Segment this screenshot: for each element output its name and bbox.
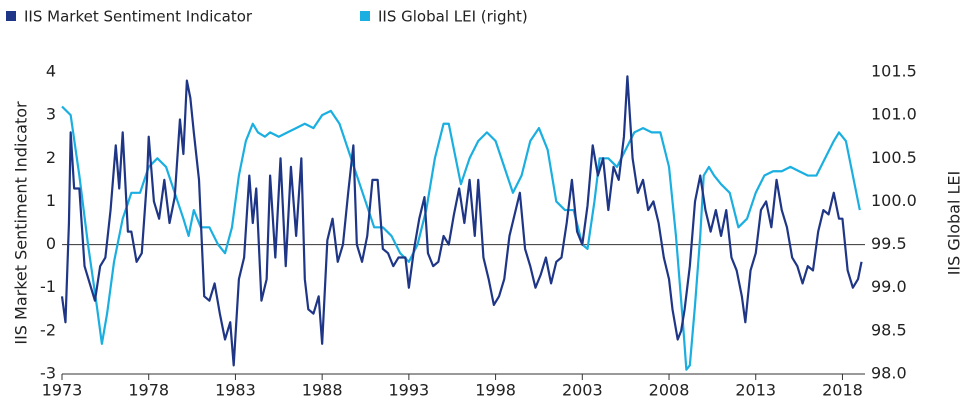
legend-label: IIS Market Sentiment Indicator bbox=[24, 8, 253, 26]
series-line bbox=[61, 105, 861, 371]
y2-axis-title: IIS Global LEI bbox=[945, 171, 964, 276]
y2-tick-label: 99.0 bbox=[871, 277, 907, 296]
series-line bbox=[60, 75, 863, 367]
y-tick-label: 3 bbox=[46, 105, 56, 124]
y-tick-label: 1 bbox=[46, 191, 56, 210]
y2-tick-label: 101.0 bbox=[871, 105, 917, 124]
y-tick-label: -3 bbox=[40, 364, 56, 383]
x-tick-label: 1978 bbox=[128, 381, 169, 400]
y-tick-label: 0 bbox=[46, 234, 56, 253]
y-axis-title: IIS Market Sentiment Indicator bbox=[12, 101, 31, 345]
legend: IIS Market Sentiment Indicator IIS Global… bbox=[6, 8, 528, 26]
x-tick-label: 2013 bbox=[735, 381, 776, 400]
legend-swatch bbox=[360, 11, 370, 21]
x-tick-label: 2018 bbox=[822, 381, 863, 400]
y2-tick-label: 98.5 bbox=[871, 320, 907, 339]
y-tick-label: -2 bbox=[40, 320, 56, 339]
y2-tick-label: 100.5 bbox=[871, 148, 917, 167]
y-tick-label: 2 bbox=[46, 148, 56, 167]
x-tick-label: 1973 bbox=[42, 381, 83, 400]
legend-swatch bbox=[6, 11, 16, 21]
legend-label: IIS Global LEI (right) bbox=[378, 8, 528, 26]
x-tick-label: 2003 bbox=[562, 381, 603, 400]
y2-tick-label: 99.5 bbox=[871, 234, 907, 253]
x-tick-label: 1993 bbox=[389, 381, 430, 400]
x-tick-label: 1983 bbox=[215, 381, 256, 400]
y2-tick-label: 101.5 bbox=[871, 62, 917, 81]
y-tick-label: 4 bbox=[46, 62, 56, 81]
x-tick-label: 1988 bbox=[302, 381, 343, 400]
x-tick-label: 2008 bbox=[649, 381, 690, 400]
y2-tick-label: 100.0 bbox=[871, 191, 917, 210]
y2-tick-label: 98.0 bbox=[871, 364, 907, 383]
y-tick-label: -1 bbox=[40, 277, 56, 296]
x-tick-label: 1998 bbox=[475, 381, 516, 400]
